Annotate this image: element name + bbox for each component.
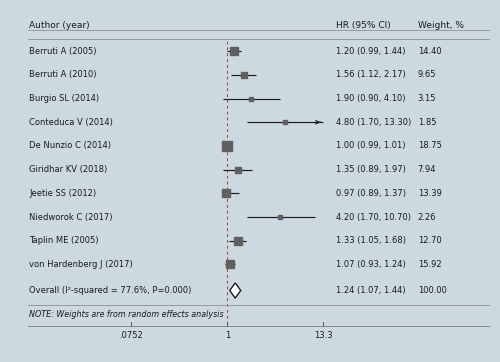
Text: 1.85: 1.85	[418, 118, 436, 127]
Text: 18.75: 18.75	[418, 142, 442, 151]
Text: 2.26: 2.26	[418, 212, 436, 222]
Text: 1: 1	[224, 331, 230, 340]
Text: Weight, %: Weight, %	[418, 21, 464, 30]
Text: 15.92: 15.92	[418, 260, 442, 269]
Text: 7.94: 7.94	[418, 165, 436, 174]
Text: 13.3: 13.3	[314, 331, 332, 340]
Text: Conteduca V (2014): Conteduca V (2014)	[30, 118, 113, 127]
Text: .0752: .0752	[120, 331, 143, 340]
Text: Overall (I²-squared = 77.6%, P=0.000): Overall (I²-squared = 77.6%, P=0.000)	[30, 286, 192, 295]
Text: De Nunzio C (2014): De Nunzio C (2014)	[30, 142, 112, 151]
Text: Berruti A (2010): Berruti A (2010)	[30, 70, 97, 79]
Text: NOTE: Weights are from random effects analysis: NOTE: Weights are from random effects an…	[30, 310, 224, 319]
Text: 13.39: 13.39	[418, 189, 442, 198]
Text: 1.90 (0.90, 4.10): 1.90 (0.90, 4.10)	[336, 94, 406, 103]
Text: 1.33 (1.05, 1.68): 1.33 (1.05, 1.68)	[336, 236, 406, 245]
Text: 14.40: 14.40	[418, 47, 442, 56]
Text: Jeetie SS (2012): Jeetie SS (2012)	[30, 189, 96, 198]
Text: 4.20 (1.70, 10.70): 4.20 (1.70, 10.70)	[336, 212, 411, 222]
Text: 100.00: 100.00	[418, 286, 446, 295]
Text: 1.24 (1.07, 1.44): 1.24 (1.07, 1.44)	[336, 286, 406, 295]
Text: 1.56 (1.12, 2.17): 1.56 (1.12, 2.17)	[336, 70, 406, 79]
Polygon shape	[230, 283, 241, 298]
Text: Taplin ME (2005): Taplin ME (2005)	[30, 236, 99, 245]
Text: 1.20 (0.99, 1.44): 1.20 (0.99, 1.44)	[336, 47, 406, 56]
Text: Berruti A (2005): Berruti A (2005)	[30, 47, 97, 56]
Text: HR (95% CI): HR (95% CI)	[336, 21, 391, 30]
Text: 1.07 (0.93, 1.24): 1.07 (0.93, 1.24)	[336, 260, 406, 269]
Text: Giridhar KV (2018): Giridhar KV (2018)	[30, 165, 108, 174]
Text: 1.00 (0.99, 1.01): 1.00 (0.99, 1.01)	[336, 142, 406, 151]
Text: 1.35 (0.89, 1.97): 1.35 (0.89, 1.97)	[336, 165, 406, 174]
Text: von Hardenberg J (2017): von Hardenberg J (2017)	[30, 260, 133, 269]
Text: 9.65: 9.65	[418, 70, 436, 79]
Text: 3.15: 3.15	[418, 94, 436, 103]
Text: 0.97 (0.89, 1.37): 0.97 (0.89, 1.37)	[336, 189, 406, 198]
Text: Burgio SL (2014): Burgio SL (2014)	[30, 94, 100, 103]
Text: Author (year): Author (year)	[30, 21, 90, 30]
Text: Niedworok C (2017): Niedworok C (2017)	[30, 212, 113, 222]
Text: 4.80 (1.70, 13.30): 4.80 (1.70, 13.30)	[336, 118, 411, 127]
Text: 12.70: 12.70	[418, 236, 442, 245]
